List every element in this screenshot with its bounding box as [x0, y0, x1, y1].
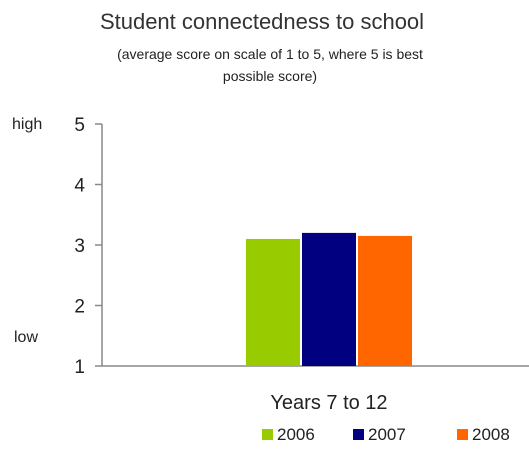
legend-label-2008: 2008 [472, 425, 510, 444]
legend-swatch-2007 [353, 429, 364, 440]
y-ticks: 1 2 3 4 5 [74, 115, 102, 378]
y-tick-label: 3 [74, 236, 85, 257]
legend-label-2007: 2007 [368, 425, 406, 444]
legend-swatch-2006 [262, 429, 273, 440]
y-tick-label: 5 [74, 115, 85, 136]
legend: 2006 2007 2008 [262, 425, 510, 444]
y-high-label: high [12, 116, 42, 133]
legend-label-2006: 2006 [277, 425, 315, 444]
x-category-label: Years 7 to 12 [270, 392, 387, 414]
legend-swatch-2008 [457, 429, 468, 440]
bars [246, 232, 412, 366]
y-tick-label: 4 [74, 176, 85, 197]
bar-2006 [246, 238, 300, 366]
y-low-label: low [14, 329, 38, 346]
chart-subtitle-line-1: (average score on scale of 1 to 5, where… [117, 46, 423, 62]
bar-2007 [302, 232, 356, 366]
chart-title: Student connectedness to school [100, 9, 424, 34]
y-tick-label: 1 [74, 357, 85, 378]
chart-subtitle-line-2: possible score) [223, 68, 317, 84]
y-tick-label: 2 [74, 297, 85, 318]
bar-2008 [358, 235, 412, 366]
